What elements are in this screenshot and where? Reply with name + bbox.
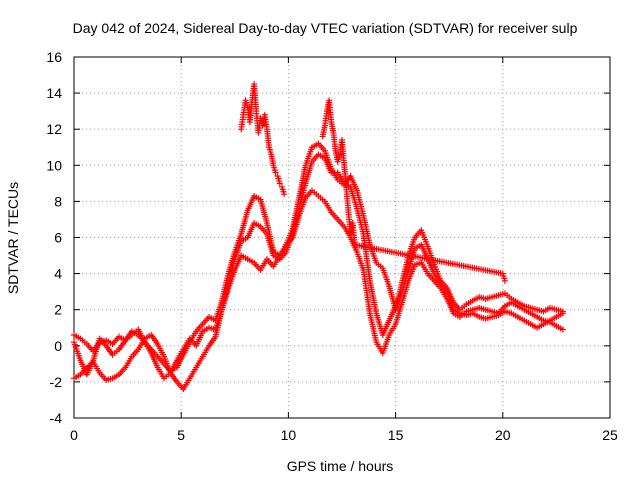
- series-track-b: [71, 187, 566, 393]
- y-tick-label: 14: [46, 85, 62, 101]
- x-axis-label: GPS time / hours: [287, 458, 394, 474]
- axes: [73, 56, 611, 419]
- data-point: [501, 277, 508, 284]
- y-tick-label: 16: [46, 49, 62, 65]
- x-tick-label: 25: [602, 427, 618, 443]
- y-tick-label: 4: [54, 266, 62, 282]
- y-tick-label: -2: [50, 374, 63, 390]
- y-tick-label: 8: [54, 193, 62, 209]
- x-tick-label: 20: [495, 427, 511, 443]
- data-point: [272, 169, 279, 176]
- y-tick-label: -4: [50, 410, 63, 426]
- series-late-cluster: [238, 81, 288, 198]
- data-point: [281, 191, 288, 198]
- series-track-c: [71, 151, 566, 382]
- data-point: [559, 310, 566, 317]
- y-tick-label: 12: [46, 121, 62, 137]
- x-tick-label: 0: [70, 427, 78, 443]
- x-tick-label: 10: [281, 427, 297, 443]
- y-axis-label: SDTVAR / TECUs: [5, 182, 21, 294]
- data-point: [559, 326, 566, 333]
- data-points: [71, 81, 566, 393]
- x-tick-label: 5: [177, 427, 185, 443]
- x-tick-label: 15: [388, 427, 404, 443]
- y-tick-label: 0: [54, 338, 62, 354]
- series-spikes: [319, 97, 508, 284]
- chart-title: Day 042 of 2024, Sidereal Day-to-day VTE…: [73, 20, 578, 36]
- y-tick-label: 10: [46, 157, 62, 173]
- tick-labels: 0 5 10 15 20 25 -4 -2 0 2 4 6 8 10 12 14 16: [46, 49, 618, 443]
- data-point: [276, 180, 283, 187]
- y-tick-label: 6: [54, 230, 62, 246]
- y-tick-label: 2: [54, 302, 62, 318]
